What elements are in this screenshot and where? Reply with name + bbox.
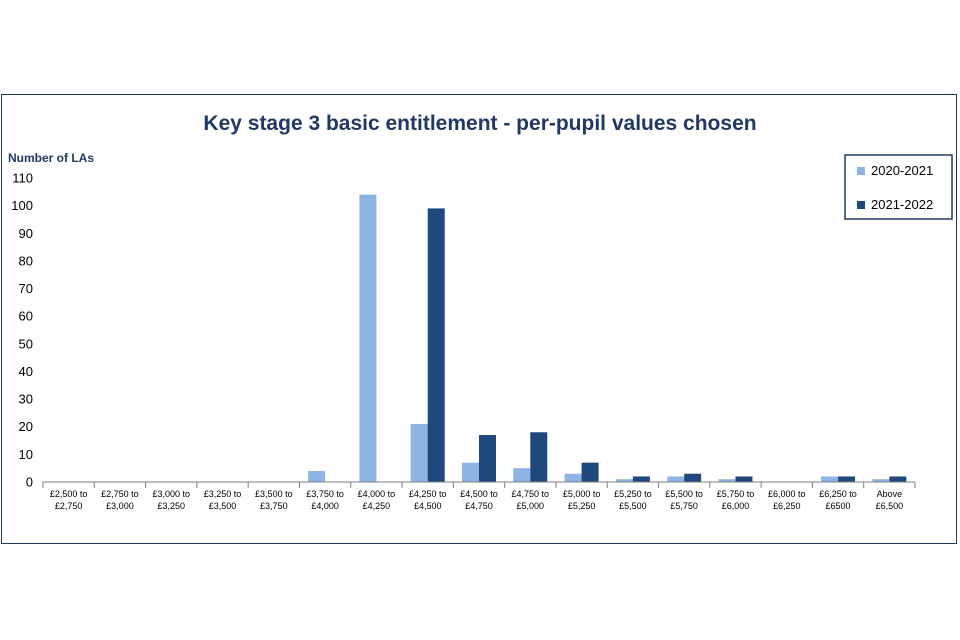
x-tick-label: £5,750 [670,501,698,511]
y-tick-label: 40 [19,364,33,379]
x-tick-label: £4,000 to [358,489,396,499]
bar [308,470,326,482]
y-tick-label: 80 [19,253,33,268]
legend-swatch [857,167,865,175]
legend: 2020-2021 2021-2022 [844,154,953,220]
x-tick-label: £3,000 to [152,489,190,499]
bar [735,476,753,482]
x-tick-label: £5,250 to [614,489,652,499]
bar [684,473,702,482]
bar [615,479,633,482]
x-tick-label: £4,750 to [512,489,550,499]
x-tick-label: £6,000 [722,501,750,511]
bar [427,208,445,482]
x-tick-label: £5,500 [619,501,647,511]
bar [632,476,650,482]
y-tick-label: 60 [19,309,33,324]
bar [718,479,736,482]
y-tick-label: 100 [11,198,33,213]
bar [513,468,531,482]
x-tick-label: £5,000 to [563,489,601,499]
x-tick-label: £3,500 to [255,489,293,499]
bar [410,423,428,482]
x-tick-label: £3,500 [209,501,237,511]
y-tick-label: 70 [19,281,33,296]
x-tick-label: £4,000 [311,501,339,511]
x-tick-label: £5,000 [517,501,545,511]
x-tick-label: £2,750 to [101,489,139,499]
bar [564,473,582,482]
y-tick-label: 90 [19,226,33,241]
y-tick-label: 0 [26,475,33,490]
x-axis: £2,500 to £2,750 £2,750 to £3,000 £3,000 to £… [42,481,916,511]
x-tick-label: £3,000 [106,501,134,511]
chart-title: Key stage 3 basic entitlement - per-pupi… [203,112,756,135]
bar [479,435,496,482]
bars [308,194,907,482]
legend-swatch [857,201,865,209]
y-axis-ticks: 0 10 20 30 40 50 60 70 80 90 100 110 [11,171,33,490]
bar [359,194,377,482]
x-tick-label: £6,250 to [819,489,857,499]
x-tick-label: £3,750 [260,501,288,511]
x-tick-label: £5,750 to [717,489,755,499]
y-tick-label: 50 [19,336,33,351]
bar [581,462,599,482]
bar [872,479,890,482]
x-tick-label: £2,750 [55,501,83,511]
x-tick-label: £4,500 to [460,489,498,499]
legend-label: 2020-2021 [871,163,933,178]
x-tick-label: £4,500 [414,501,442,511]
x-tick-label: £4,750 [465,501,493,511]
y-tick-label: 20 [19,419,33,434]
bar [821,476,839,482]
y-axis-label: Number of LAs [8,151,94,165]
bar [838,476,856,482]
bar [889,476,907,482]
x-tick-label: £6,000 to [768,489,806,499]
x-tick-label: £4,250 to [409,489,447,499]
x-tick-label: £3,250 [157,501,185,511]
x-tick-label: £2,500 to [50,489,88,499]
x-tick-label: Above [877,489,903,499]
x-tick-label: £3,750 to [306,489,344,499]
legend-label: 2021-2022 [871,197,933,212]
y-tick-label: 110 [12,171,33,186]
x-tick-label: £5,500 to [665,489,703,499]
x-tick-label: £6500 [826,501,851,511]
bar [530,432,548,482]
y-tick-label: 30 [19,392,33,407]
bar [667,476,685,482]
y-tick-label: 10 [19,447,33,462]
x-tick-label: £5,250 [568,501,596,511]
x-tick-label: £6,500 [876,501,904,511]
bar [462,462,479,482]
x-tick-label: £6,250 [773,501,801,511]
x-tick-label: £3,250 to [204,489,242,499]
x-tick-label: £4,250 [363,501,391,511]
